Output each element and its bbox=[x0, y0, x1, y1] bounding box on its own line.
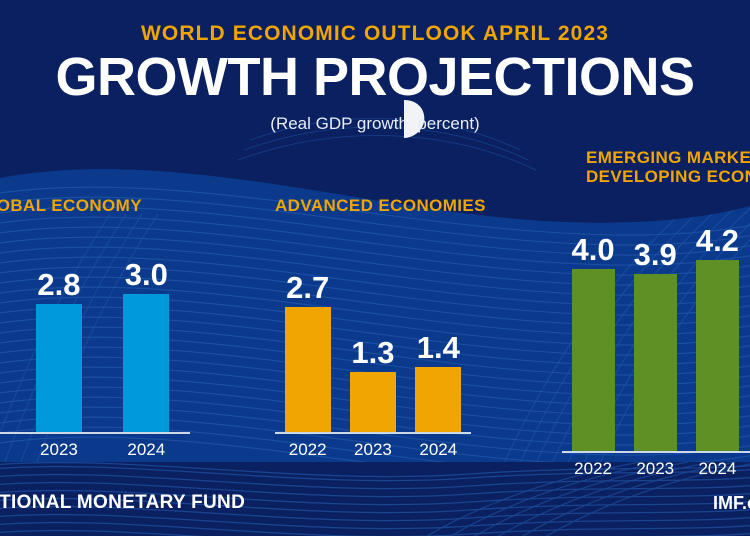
panel-title-global-economy: THE GLOBAL ECONOMY bbox=[0, 196, 142, 215]
footer-website-url[interactable]: IMF.org bbox=[713, 493, 750, 513]
bar-emerging-2024[interactable] bbox=[695, 260, 739, 452]
axis-baseline-global bbox=[0, 432, 190, 435]
plot-area-global: 3.4 2.8 3.0 bbox=[0, 228, 190, 435]
axis-baseline-emerging bbox=[562, 451, 750, 454]
bar-advanced-2023[interactable] bbox=[349, 372, 396, 433]
bar-value-emerging-2024: 4.2 bbox=[695, 223, 739, 259]
chart-panel-global-economy: THE GLOBAL ECONOMY 3.4 2.8 3.0 bbox=[0, 196, 190, 463]
bar-cell-advanced-2022[interactable]: 2.7 bbox=[275, 228, 340, 433]
header-kicker: WORLD ECONOMIC OUTLOOK APRIL 2023 bbox=[141, 22, 609, 45]
bar-advanced-2024[interactable] bbox=[415, 367, 462, 433]
page-title: GROWTH PROJECTIONS bbox=[55, 47, 695, 107]
tick-label-advanced-2023: 2023 bbox=[354, 439, 392, 459]
bar-global-2024[interactable] bbox=[123, 294, 170, 433]
bar-value-advanced-2023: 1.3 bbox=[351, 335, 395, 371]
bar-value-emerging-2023: 3.9 bbox=[633, 237, 677, 273]
bar-cell-global-2022[interactable]: 3.4 bbox=[0, 228, 15, 432]
bar-global-2023[interactable] bbox=[35, 304, 82, 433]
plot-area-advanced: 2.7 1.3 1.4 bbox=[275, 228, 471, 435]
header-subtitle: (Real GDP growth, percent) bbox=[270, 114, 480, 134]
bar-group-emerging: 4.0 3.9 4.2 bbox=[562, 225, 750, 452]
tick-label-global-2023: 2023 bbox=[40, 439, 78, 459]
tick-label-emerging-2023: 2023 bbox=[636, 458, 675, 478]
bar-value-global-2024: 3.0 bbox=[124, 257, 168, 293]
bar-cell-advanced-2024[interactable]: 1.4 bbox=[406, 228, 471, 433]
bar-emerging-2023[interactable] bbox=[633, 274, 677, 452]
footer-organization-name: INTERNATIONAL MONETARY FUND bbox=[0, 492, 246, 513]
tick-label-global-2024: 2024 bbox=[127, 439, 166, 459]
chart-panel-advanced-economies: ADVANCED ECONOMIES 2.7 1.3 1.4 bbox=[275, 196, 486, 463]
bar-cell-emerging-2022[interactable]: 4.0 bbox=[562, 234, 624, 452]
tick-label-emerging-2022: 2022 bbox=[574, 458, 612, 478]
bar-value-emerging-2022: 4.0 bbox=[571, 232, 615, 268]
tick-label-advanced-2022: 2022 bbox=[288, 439, 327, 459]
bar-group-global: 3.4 2.8 3.0 bbox=[0, 228, 190, 433]
bar-cell-emerging-2024[interactable]: 4.2 bbox=[686, 225, 748, 452]
bar-cell-global-2024[interactable]: 3.0 bbox=[103, 228, 190, 433]
bar-cell-global-2023[interactable]: 2.8 bbox=[15, 228, 102, 433]
panel-title-emerging-line-2: DEVELOPING ECONOMIES bbox=[586, 167, 750, 187]
axis-baseline-advanced bbox=[275, 432, 471, 435]
poster-footer: INTERNATIONAL MONETARY FUND IMF.org bbox=[0, 470, 750, 536]
tick-label-advanced-2024: 2024 bbox=[419, 439, 458, 459]
bar-group-advanced: 2.7 1.3 1.4 bbox=[275, 228, 471, 433]
poster-header: WORLD ECONOMIC OUTLOOK APRIL 2023 GROWTH… bbox=[0, 0, 750, 140]
bar-advanced-2022[interactable] bbox=[284, 307, 331, 433]
tick-label-emerging-2024: 2024 bbox=[698, 458, 737, 478]
bar-chart-advanced-economies: 2.7 1.3 1.4 2022 2023 bbox=[275, 215, 471, 463]
bar-cell-advanced-2023[interactable]: 1.3 bbox=[340, 228, 405, 433]
bar-chart-global-economy: 3.4 2.8 3.0 2022 2023 bbox=[0, 215, 190, 463]
plot-area-emerging: 4.0 3.9 4.2 bbox=[562, 225, 750, 454]
panel-title-advanced-economies: ADVANCED ECONOMIES bbox=[275, 196, 486, 215]
axis-ticks-global: 2022 2023 2024 bbox=[0, 436, 190, 463]
bar-value-advanced-2022: 2.7 bbox=[286, 270, 330, 306]
axis-ticks-advanced: 2022 2023 2024 bbox=[275, 436, 471, 463]
axis-ticks-emerging: 2022 2023 2024 bbox=[562, 455, 750, 482]
chart-panel-emerging-markets: EMERGING MARKET AND DEVELOPING ECONOMIES… bbox=[562, 148, 750, 482]
bar-emerging-2022[interactable] bbox=[571, 269, 615, 452]
bar-chart-emerging-markets: 4.0 3.9 4.2 2022 2 bbox=[562, 186, 750, 482]
bar-value-advanced-2024: 1.4 bbox=[416, 330, 460, 366]
panel-title-emerging-markets: EMERGING MARKET AND DEVELOPING ECONOMIES bbox=[562, 148, 750, 186]
tick-label-global-2022: 2022 bbox=[0, 440, 15, 460]
bar-cell-emerging-2023[interactable]: 3.9 bbox=[624, 239, 686, 452]
panel-title-emerging-line-1: EMERGING MARKET AND bbox=[586, 148, 750, 167]
bar-value-global-2023: 2.8 bbox=[37, 267, 81, 303]
